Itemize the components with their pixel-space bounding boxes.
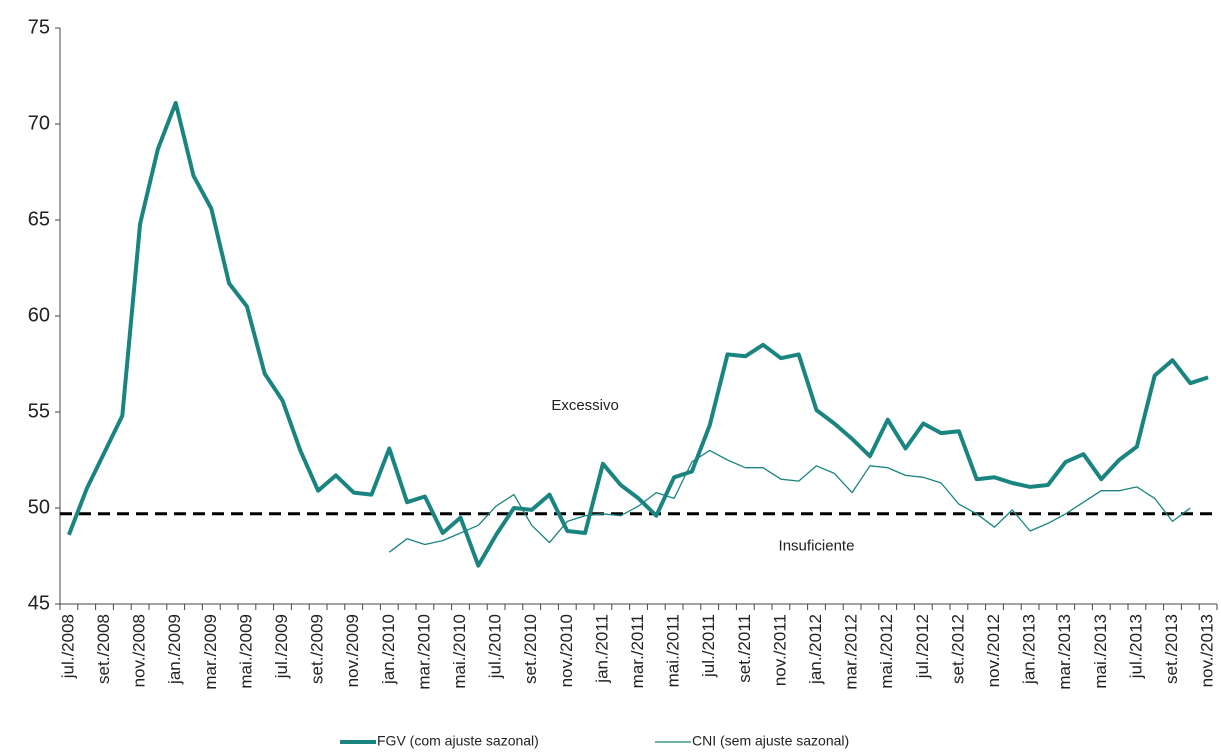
x-tick-label: mai./2012 xyxy=(877,614,896,689)
y-tick-label: 45 xyxy=(28,592,50,614)
x-tick-label: nov./2010 xyxy=(557,614,576,687)
x-tick-label: set./2009 xyxy=(308,614,327,684)
x-tick-label: nov./2012 xyxy=(984,614,1003,687)
y-tick-label: 70 xyxy=(28,112,50,134)
x-tick-label: jan./2009 xyxy=(165,614,184,685)
x-tick-label: mai./2011 xyxy=(664,614,683,687)
series-line xyxy=(388,449,1191,553)
x-tick-label: jul./2010 xyxy=(486,614,505,679)
y-tick-label: 65 xyxy=(28,208,50,230)
x-tick-label: nov./2011 xyxy=(770,614,789,686)
x-tick-label: mai./2009 xyxy=(236,614,255,689)
x-tick-label: jan./2011 xyxy=(592,614,611,684)
x-tick-label: jul./2012 xyxy=(913,614,932,679)
x-tick-label: jan./2013 xyxy=(1020,614,1039,685)
y-tick-label: 60 xyxy=(28,304,50,326)
x-tick-label: set./2010 xyxy=(521,614,540,684)
x-tick-label: set./2011 xyxy=(735,614,754,683)
x-tick-label: mar./2013 xyxy=(1055,614,1074,690)
x-tick-label: set./2013 xyxy=(1162,614,1181,684)
y-tick-label: 50 xyxy=(28,496,50,518)
annotation: Excessivo xyxy=(551,397,619,414)
x-tick-label: set./2012 xyxy=(948,614,967,684)
x-tick-label: mar./2009 xyxy=(201,614,220,690)
x-tick-label: mar./2012 xyxy=(842,614,861,690)
x-tick-label: jul./2008 xyxy=(58,614,77,679)
x-tick-label: jan./2012 xyxy=(806,614,825,685)
x-tick-label: nov./2008 xyxy=(130,614,149,687)
x-tick-label: nov./2009 xyxy=(343,614,362,687)
x-tick-label: mai./2013 xyxy=(1091,614,1110,689)
x-tick-label: set./2008 xyxy=(94,614,113,684)
y-tick-label: 75 xyxy=(28,16,50,38)
x-tick-label: jan./2010 xyxy=(379,614,398,685)
legend-label: CNI (sem ajuste sazonal) xyxy=(692,733,849,749)
y-tick-label: 55 xyxy=(28,400,50,422)
x-tick-label: mai./2010 xyxy=(450,614,469,689)
series-line xyxy=(67,100,1209,568)
x-tick-label: mar./2011 xyxy=(628,614,647,688)
annotation: Insuficiente xyxy=(779,537,855,554)
x-tick-label: mar./2010 xyxy=(414,614,433,690)
x-tick-label: jul./2013 xyxy=(1126,614,1145,679)
x-tick-label: jul./2009 xyxy=(272,614,291,679)
legend-label: FGV (com ajuste sazonal) xyxy=(377,733,539,749)
x-tick-label: jul./2011 xyxy=(699,614,718,678)
x-tick-label: nov./2013 xyxy=(1198,614,1217,687)
